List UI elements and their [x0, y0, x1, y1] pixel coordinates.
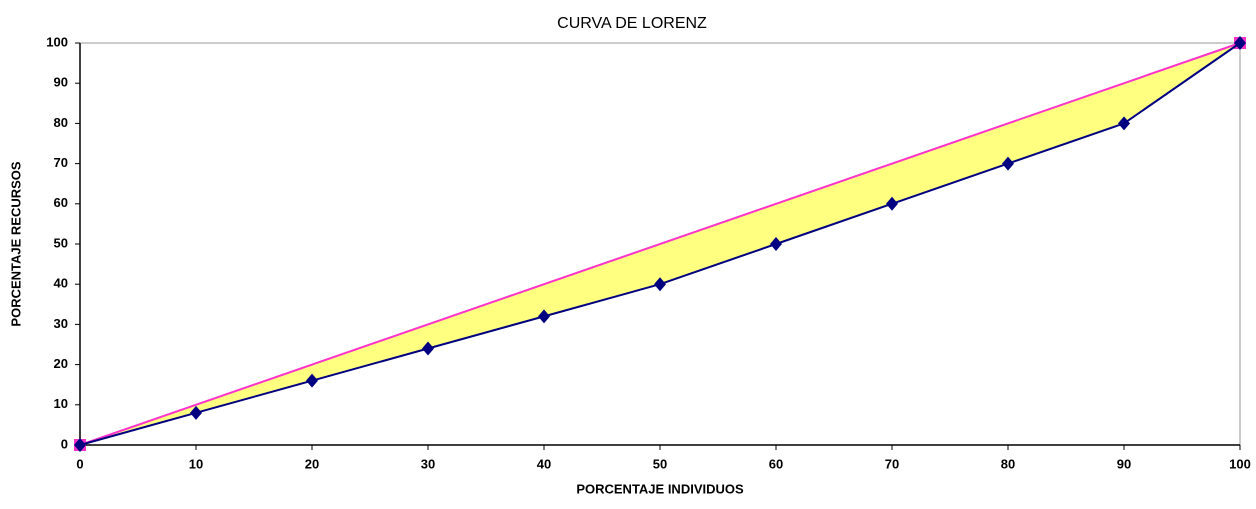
x-tick-label: 60 [769, 456, 783, 471]
x-tick-label: 20 [305, 456, 319, 471]
x-tick-label: 40 [537, 456, 551, 471]
y-tick-label: 30 [54, 316, 68, 331]
marker [74, 438, 86, 452]
marker [770, 237, 782, 251]
y-tick-label: 20 [54, 356, 68, 371]
series-line [79, 42, 1241, 446]
y-tick-label: 70 [54, 155, 68, 170]
x-tick-label: 0 [76, 456, 83, 471]
marker [422, 341, 434, 356]
x-tick-label: 70 [885, 456, 899, 471]
marker [886, 196, 898, 211]
marker [1118, 116, 1130, 131]
x-axis-label: PORCENTAJE INDIVIDUOS [576, 481, 744, 496]
x-tick-label: 80 [1001, 456, 1015, 471]
y-tick-label: 50 [54, 235, 68, 250]
x-tick-label: 10 [189, 456, 203, 471]
x-tick-label: 50 [653, 456, 667, 471]
y-tick-label: 10 [54, 396, 68, 411]
chart-title: CURVA DE LORENZ [557, 15, 707, 32]
x-tick-label: 90 [1117, 456, 1131, 471]
y-axis-label: PORCENTAJE RECURSOS [8, 161, 23, 327]
marker [190, 405, 202, 420]
y-tick-label: 0 [61, 436, 68, 451]
marker [654, 277, 666, 292]
marker [1002, 156, 1014, 171]
x-tick-label: 100 [1229, 456, 1251, 471]
marker [538, 309, 550, 324]
marker [1234, 36, 1246, 50]
y-tick-label: 90 [54, 75, 68, 90]
y-tick-label: 60 [54, 195, 68, 210]
y-tick-label: 100 [46, 34, 68, 49]
marker [306, 373, 318, 388]
y-tick-label: 40 [54, 276, 68, 291]
x-tick-label: 30 [421, 456, 435, 471]
y-tick-label: 80 [54, 115, 68, 130]
